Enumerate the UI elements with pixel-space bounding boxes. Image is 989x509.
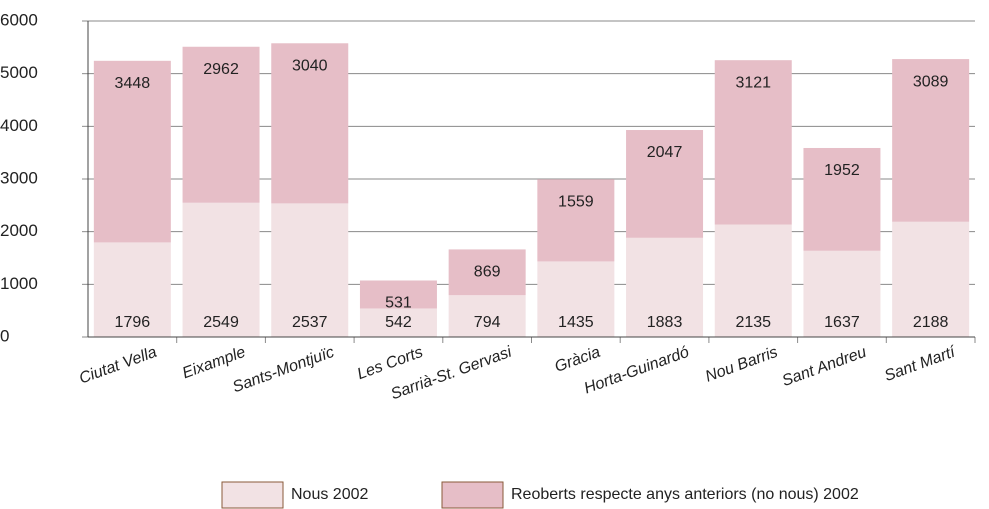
bar-segment bbox=[182, 46, 260, 203]
bar-segment bbox=[537, 179, 615, 262]
bar-segment bbox=[182, 202, 260, 337]
bar-segment bbox=[626, 237, 704, 337]
bar-segment bbox=[93, 60, 171, 243]
bar-segment bbox=[448, 295, 526, 337]
bar-segment bbox=[714, 60, 792, 225]
x-tick-label: Sant Andreu bbox=[780, 344, 869, 390]
legend-swatch bbox=[221, 481, 284, 509]
value-label: 2549 bbox=[203, 314, 239, 331]
value-label: 869 bbox=[474, 264, 501, 281]
value-label: 3040 bbox=[292, 57, 328, 74]
y-tick-label: 3000 bbox=[0, 168, 38, 187]
bar-segment bbox=[892, 59, 970, 222]
value-label: 2188 bbox=[913, 314, 949, 331]
value-label: 2047 bbox=[647, 144, 683, 161]
bar-segment bbox=[359, 308, 437, 337]
y-tick-label: 4000 bbox=[0, 116, 38, 135]
bar-segment bbox=[626, 130, 704, 238]
x-tick-label: Nou Barris bbox=[703, 344, 780, 386]
value-label: 3121 bbox=[735, 74, 771, 91]
value-label: 1883 bbox=[647, 314, 683, 331]
y-tick-label: 0 bbox=[0, 326, 9, 345]
bar-segment bbox=[93, 242, 171, 337]
value-label: 2537 bbox=[292, 314, 328, 331]
value-label: 542 bbox=[385, 314, 412, 331]
bar-segment bbox=[892, 221, 970, 337]
bar-segment bbox=[714, 224, 792, 337]
value-label: 3089 bbox=[913, 73, 949, 90]
value-label: 531 bbox=[385, 295, 412, 312]
y-tick-label: 6000 bbox=[0, 10, 38, 29]
x-tick-label: Sant Martí bbox=[882, 343, 959, 385]
value-label: 1796 bbox=[115, 314, 151, 331]
bar-segment bbox=[803, 147, 881, 251]
legend-swatch bbox=[441, 481, 504, 509]
bar-segment bbox=[537, 261, 615, 337]
y-tick-label: 1000 bbox=[0, 274, 38, 293]
legend-label: Reoberts respecte anys anteriors (no nou… bbox=[511, 486, 859, 503]
bar-segment bbox=[359, 280, 437, 309]
value-label: 1435 bbox=[558, 314, 594, 331]
bar-segment bbox=[448, 249, 526, 296]
bar-segment bbox=[271, 43, 349, 204]
value-label: 2135 bbox=[735, 314, 771, 331]
value-label: 2962 bbox=[203, 61, 239, 78]
bar-segment bbox=[271, 203, 349, 337]
value-label: 3448 bbox=[115, 75, 151, 92]
y-tick-label: 2000 bbox=[0, 221, 38, 240]
bar-segment bbox=[803, 250, 881, 337]
value-label: 1559 bbox=[558, 194, 594, 211]
legend-label: Nous 2002 bbox=[291, 486, 368, 503]
y-tick-label: 5000 bbox=[0, 63, 38, 82]
x-tick-label: Eixample bbox=[180, 344, 248, 383]
value-label: 1952 bbox=[824, 162, 860, 179]
value-label: 1637 bbox=[824, 314, 860, 331]
x-tick-label: Sants-Montjuïc bbox=[230, 344, 336, 396]
value-label: 794 bbox=[474, 314, 501, 331]
x-tick-label: Gràcia bbox=[553, 344, 603, 376]
x-tick-label: Ciutat Vella bbox=[77, 344, 159, 388]
